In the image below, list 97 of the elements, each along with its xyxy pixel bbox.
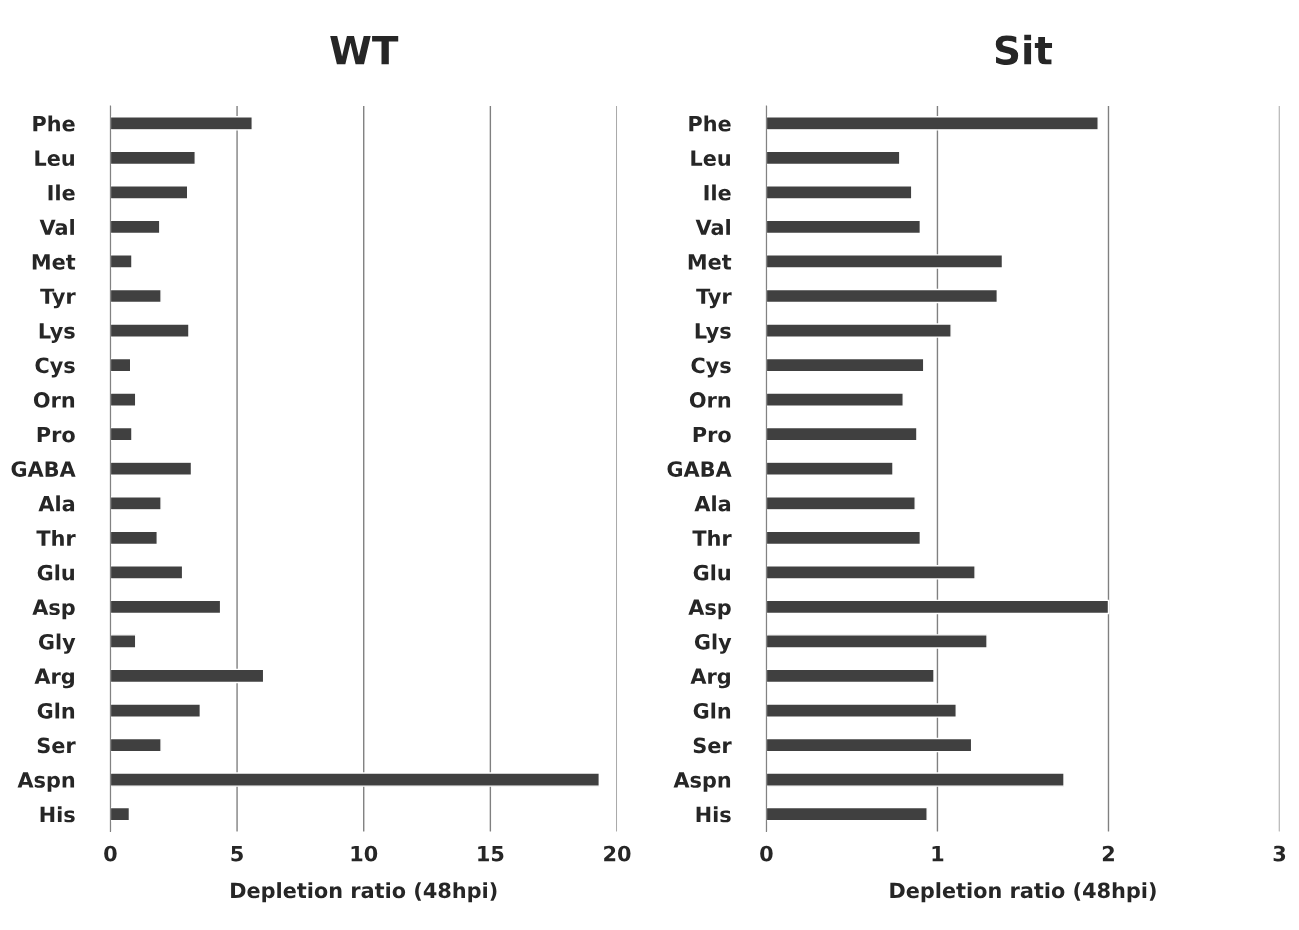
bar bbox=[110, 357, 132, 373]
y-tick-label: Orn bbox=[689, 392, 731, 408]
x-tick-label: 3 bbox=[1273, 845, 1286, 862]
x-tick-label: 10 bbox=[351, 845, 378, 862]
bar bbox=[766, 599, 1110, 615]
y-tick-label: His bbox=[40, 806, 75, 823]
y-tick-label: Tyr bbox=[40, 288, 76, 309]
chart-title: Sit bbox=[995, 34, 1053, 65]
x-tick-label: 0 bbox=[104, 845, 117, 862]
y-tick-label: Ser bbox=[693, 737, 732, 754]
x-tick-label: 0 bbox=[760, 845, 773, 862]
bar bbox=[766, 357, 925, 373]
bar bbox=[110, 254, 133, 269]
bar bbox=[110, 426, 133, 442]
y-tick-label: Gly bbox=[694, 633, 732, 654]
bar bbox=[110, 703, 202, 718]
bar bbox=[766, 392, 904, 407]
x-axis-title: Depletion ratio (48hpi) bbox=[231, 882, 497, 903]
y-tick-label: Ile bbox=[48, 184, 75, 201]
x-tick-label: 1 bbox=[932, 845, 944, 862]
bar bbox=[766, 219, 922, 235]
y-tick-label: Ala bbox=[38, 495, 75, 512]
y-tick-label: Glu bbox=[37, 564, 74, 581]
y-tick-label: Pro bbox=[37, 426, 75, 443]
bar bbox=[766, 772, 1065, 787]
y-tick-label: Gln bbox=[693, 702, 731, 719]
bar bbox=[766, 185, 913, 200]
bar bbox=[110, 288, 162, 304]
bar bbox=[766, 530, 922, 546]
bar bbox=[110, 116, 253, 131]
y-tick-label: Orn bbox=[33, 392, 75, 408]
y-tick-label: Cys bbox=[691, 357, 731, 378]
y-tick-label: Asp bbox=[688, 599, 731, 620]
bar bbox=[766, 116, 1099, 131]
y-tick-label: Met bbox=[688, 254, 732, 270]
bar bbox=[110, 461, 193, 476]
y-tick-label: Val bbox=[695, 219, 730, 236]
bar bbox=[766, 703, 957, 718]
y-tick-label: Aspn bbox=[17, 772, 75, 792]
y-tick-label: GABA bbox=[11, 461, 76, 477]
y-tick-label: Aspn bbox=[673, 772, 731, 792]
bar bbox=[110, 668, 265, 684]
bar bbox=[766, 737, 973, 753]
bar bbox=[110, 496, 162, 511]
bar bbox=[766, 254, 1004, 269]
y-tick-label: Glu bbox=[693, 564, 730, 581]
y-tick-label: Met bbox=[32, 254, 76, 270]
bar bbox=[110, 392, 137, 407]
y-tick-label: Pro bbox=[693, 426, 731, 443]
y-tick-label: Phe bbox=[33, 115, 75, 132]
bar bbox=[766, 496, 916, 511]
y-tick-label: Gln bbox=[37, 702, 75, 719]
bar bbox=[766, 565, 976, 580]
bar bbox=[766, 426, 918, 442]
bar bbox=[766, 288, 999, 304]
y-tick-label: Phe bbox=[689, 115, 731, 132]
y-tick-label: Leu bbox=[691, 150, 730, 167]
y-tick-label: Lys bbox=[39, 323, 75, 343]
y-tick-label: Leu bbox=[35, 150, 74, 167]
x-tick-label: 15 bbox=[478, 845, 504, 862]
y-tick-label: Lys bbox=[695, 323, 731, 343]
bar bbox=[110, 565, 184, 580]
bar bbox=[110, 737, 162, 753]
x-tick-label: 20 bbox=[604, 845, 631, 862]
y-tick-label: Tyr bbox=[696, 288, 732, 309]
bar bbox=[110, 599, 222, 615]
y-tick-label: Val bbox=[39, 219, 74, 236]
bar bbox=[110, 530, 158, 546]
y-tick-label: Arg bbox=[690, 668, 730, 689]
bar bbox=[110, 634, 137, 649]
y-tick-label: GABA bbox=[667, 461, 732, 477]
chart-title: WT bbox=[330, 36, 399, 65]
x-tick-label: 2 bbox=[1102, 845, 1114, 862]
x-axis-title: Depletion ratio (48hpi) bbox=[890, 882, 1156, 903]
y-tick-label: Ser bbox=[37, 737, 76, 754]
y-tick-label: Asp bbox=[32, 599, 75, 620]
bar bbox=[110, 150, 196, 166]
x-tick-label: 5 bbox=[231, 845, 243, 862]
y-tick-label: Arg bbox=[34, 668, 74, 689]
y-tick-label: Thr bbox=[692, 529, 732, 546]
y-tick-label: Cys bbox=[35, 357, 75, 378]
bar bbox=[766, 806, 928, 822]
y-tick-label: His bbox=[696, 806, 731, 823]
bar bbox=[110, 772, 600, 787]
y-tick-label: Gly bbox=[38, 633, 76, 654]
y-tick-label: Ile bbox=[704, 184, 731, 201]
bar bbox=[766, 634, 988, 649]
bar bbox=[766, 668, 935, 684]
bar bbox=[110, 806, 131, 822]
bar bbox=[766, 150, 901, 166]
bar bbox=[766, 323, 952, 338]
y-tick-label: Thr bbox=[36, 529, 76, 546]
bar bbox=[110, 185, 189, 200]
bar bbox=[110, 219, 161, 235]
bar bbox=[766, 461, 894, 476]
y-tick-label: Ala bbox=[694, 495, 731, 512]
bar bbox=[110, 323, 190, 338]
